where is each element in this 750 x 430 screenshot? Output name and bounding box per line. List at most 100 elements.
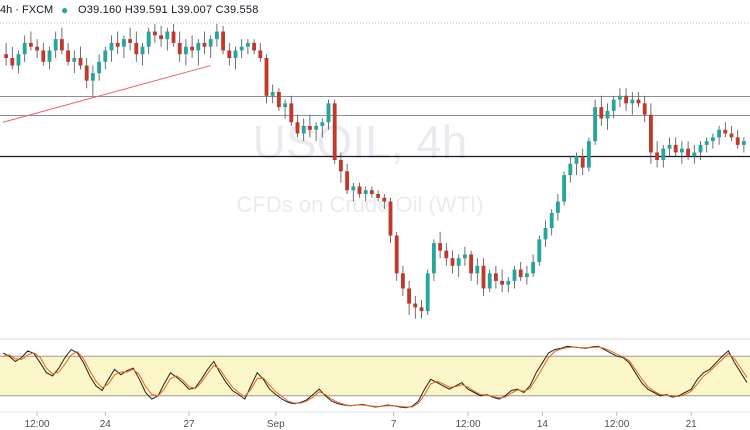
candle-body: [617, 95, 622, 100]
candle-body: [214, 31, 219, 40]
candle-body: [593, 107, 598, 142]
candle: [593, 99, 598, 145]
candle-body: [741, 141, 746, 145]
candle: [214, 24, 219, 47]
candle: [562, 171, 567, 206]
candle: [400, 265, 405, 296]
candle: [531, 254, 536, 278]
candle-body: [35, 46, 40, 51]
chart-header: 4h · FXCM ● O39.160 H39.591 L39.007 C39.…: [0, 2, 750, 18]
candle: [524, 265, 529, 285]
candle-body: [196, 42, 201, 51]
candle: [648, 103, 653, 164]
candle-body: [289, 103, 294, 123]
candle-body: [128, 39, 133, 43]
symbol-label[interactable]: 4h · FXCM: [0, 4, 54, 16]
candle-body: [394, 235, 399, 274]
candle-body: [283, 103, 288, 108]
candle: [369, 186, 374, 198]
candle: [704, 137, 709, 153]
candle: [4, 42, 9, 66]
candle-body: [444, 250, 449, 259]
watermark-title: USOIL, 4h: [253, 116, 468, 168]
candle-body: [611, 99, 616, 111]
candle: [276, 88, 281, 111]
candle-body: [351, 186, 356, 191]
candle-body: [97, 61, 102, 74]
candle-body: [605, 110, 610, 119]
candle-body: [425, 273, 430, 312]
candle-body: [295, 122, 300, 134]
candle: [59, 27, 64, 55]
candle-body: [202, 42, 207, 47]
candle: [16, 50, 21, 74]
candle-body: [555, 201, 560, 213]
candle: [233, 46, 238, 70]
candle: [686, 141, 691, 160]
candle-body: [574, 156, 579, 164]
candle-body: [475, 265, 480, 274]
candle: [295, 114, 300, 138]
candle-body: [270, 92, 275, 96]
candle: [183, 39, 188, 66]
watermark-subtitle: CFDs on Crude Oil (WTI): [237, 192, 484, 217]
candle-body: [208, 39, 213, 47]
candle: [363, 186, 368, 202]
candle-body: [704, 141, 709, 145]
candle: [196, 39, 201, 66]
candle: [53, 31, 58, 58]
candle: [717, 126, 722, 145]
candle: [456, 254, 461, 278]
candle-body: [580, 156, 585, 168]
candle: [227, 42, 232, 66]
candle-body: [41, 50, 46, 62]
candle-body: [723, 129, 728, 134]
candle-body: [549, 212, 554, 228]
time-tick-label: 21: [686, 419, 698, 430]
candle-body: [630, 99, 635, 104]
candle: [252, 39, 257, 55]
candle-body: [369, 190, 374, 194]
candle-body: [245, 42, 250, 47]
candle-body: [487, 273, 492, 289]
candle-body: [264, 58, 269, 96]
candle: [84, 58, 89, 89]
candle-body: [165, 31, 170, 40]
candle: [245, 39, 250, 55]
candle-body: [655, 152, 660, 160]
candle: [78, 46, 83, 70]
candle: [165, 27, 170, 51]
candle-body: [16, 54, 21, 66]
candle-body: [159, 35, 164, 40]
candle-body: [382, 197, 387, 202]
candle-body: [686, 148, 691, 157]
candle-body: [227, 50, 232, 58]
candle-body: [599, 107, 604, 119]
candle-body: [717, 129, 722, 138]
candle-body: [233, 50, 238, 58]
candle-body: [648, 114, 653, 153]
candle-body: [109, 42, 114, 51]
candle: [332, 99, 337, 164]
trendline[interactable]: [2, 65, 211, 123]
candle: [667, 137, 672, 157]
candle: [710, 133, 715, 149]
candle-body: [84, 65, 89, 81]
candle: [351, 182, 356, 202]
candle-body: [413, 303, 418, 308]
candle: [642, 95, 647, 123]
symbol-watermark: USOIL, 4h CFDs on Crude Oil (WTI): [237, 116, 484, 217]
candle-body: [667, 144, 672, 149]
time-tick-label: 12:00: [604, 419, 629, 430]
candle: [450, 250, 455, 274]
candle-body: [252, 42, 257, 51]
candle: [611, 95, 616, 119]
candle: [475, 258, 480, 285]
candle: [431, 239, 436, 281]
candle-body: [642, 103, 647, 115]
candle-body: [22, 42, 27, 55]
candle-body: [624, 95, 629, 104]
candle-body: [438, 243, 443, 251]
